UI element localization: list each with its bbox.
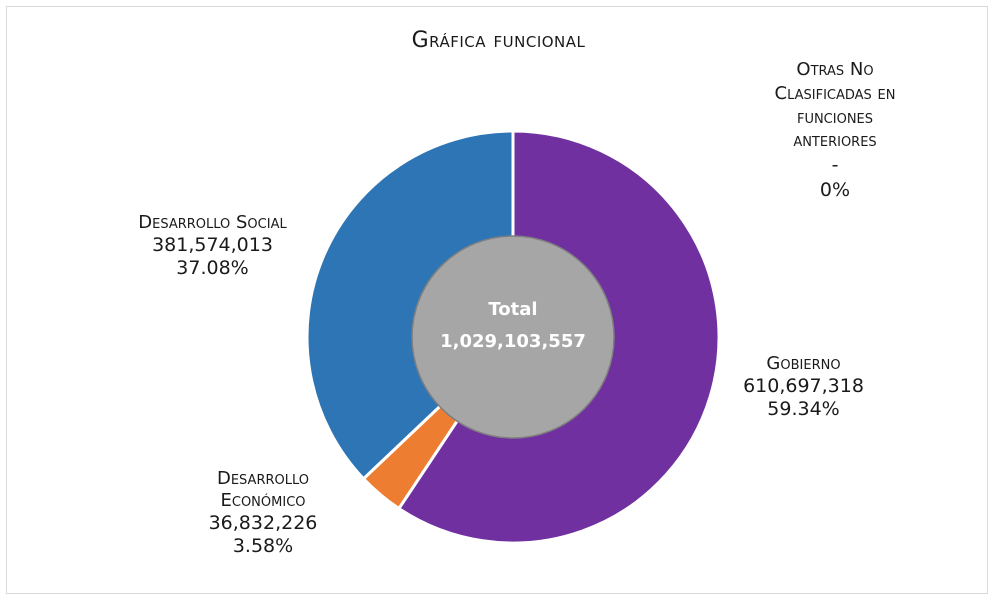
label-otras-name-2: Clasificadas en	[774, 82, 896, 104]
label-desarrollo-social-percent: 37.08%	[176, 257, 249, 280]
label-otras-name-4: anteriores	[793, 130, 877, 152]
label-desarrollo-social: Desarrollo Social 381,574,013 37.08%	[95, 212, 330, 280]
label-otras-name-1: Otras No	[796, 59, 874, 80]
label-desarrollo-social-name: Desarrollo Social	[138, 212, 287, 233]
chart-title: Gráfica funcional	[411, 28, 586, 53]
label-otras-name-3: funciones	[796, 106, 874, 128]
label-otras: Otras No Clasificadas en funciones anter…	[735, 58, 935, 203]
center-disc	[411, 235, 615, 439]
center-total-label: Total	[488, 299, 537, 320]
label-otras-percent: 0%	[819, 179, 851, 202]
slice-desarrollo-social	[305, 129, 515, 481]
label-gobierno: Gobierno 610,697,318 59.34%	[716, 353, 891, 421]
label-gobierno-percent: 59.34%	[767, 398, 840, 421]
label-otras-value: -	[831, 154, 839, 176]
label-desarrollo-economico-percent: 3.58%	[232, 535, 294, 558]
label-desarrollo-economico-name-2: Económico	[220, 489, 306, 511]
label-gobierno-value: 610,697,318	[743, 374, 864, 397]
center-total-value: 1,029,103,557	[440, 331, 586, 352]
label-desarrollo-economico-name-1: Desarrollo	[216, 468, 309, 489]
label-gobierno-name: Gobierno	[766, 353, 841, 374]
label-desarrollo-economico-value: 36,832,226	[208, 511, 318, 534]
label-desarrollo-social-value: 381,574,013	[152, 233, 273, 256]
label-desarrollo-economico: Desarrollo Económico 36,832,226 3.58%	[188, 468, 338, 558]
